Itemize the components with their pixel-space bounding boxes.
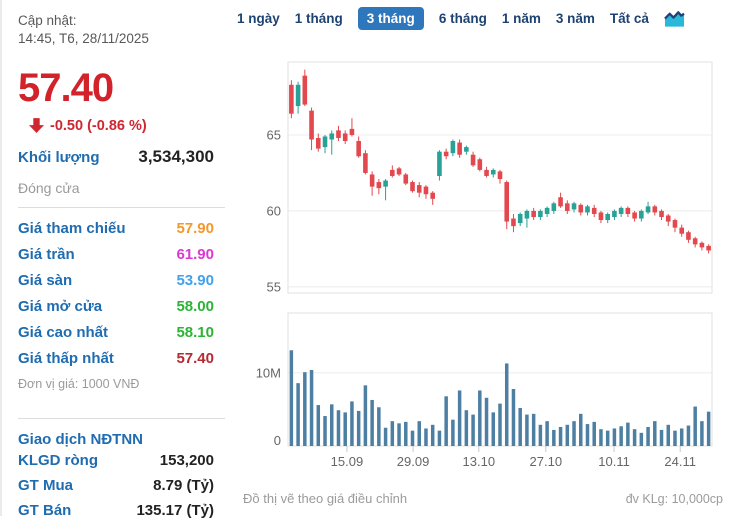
table-row-buy-value: GT Mua 8.79 (Tỷ) [18,473,214,498]
svg-text:15.09: 15.09 [331,454,364,469]
row-label: KLGD ròng [18,452,98,470]
update-time-block: Cập nhật: 14:45, T6, 28/11/2025 [18,12,230,48]
row-label: Giá tham chiếu [18,220,126,238]
table-row-reference: Giá tham chiếu 57.90 [18,216,214,242]
divider [18,418,225,420]
row-value: 57.90 [176,220,214,238]
current-price: 57.40 [18,66,114,111]
row-label: GT Bán [18,502,72,520]
tab-3-months[interactable]: 3 tháng [357,7,424,30]
table-row-high: Giá cao nhất 58.10 [18,320,214,346]
svg-text:0: 0 [274,433,281,448]
table-row-floor: Giá sàn 53.90 [18,268,214,294]
row-value: 135.17 (Tỷ) [136,502,214,520]
row-label: Giá thấp nhất [18,350,114,368]
svg-text:65: 65 [267,127,281,142]
row-label: Giá mở cửa [18,298,103,316]
volume-row: Khối lượng 3,534,300 [18,147,214,167]
close-label: Đóng cửa [18,180,80,197]
svg-text:24.11: 24.11 [664,454,696,469]
table-row-sell-value: GT Bán 135.17 (Tỷ) [18,498,214,523]
volume-value: 3,534,300 [138,147,214,167]
area-chart-icon[interactable] [664,10,685,28]
tab-6-months[interactable]: 6 tháng [438,11,487,26]
tab-3-years[interactable]: 3 năm [555,11,595,26]
svg-text:13.10: 13.10 [463,454,496,469]
table-row-net-volume: KLGD ròng 153,200 [18,448,214,473]
row-label: Giá trần [18,246,75,264]
row-label: Giá sàn [18,272,73,290]
price-table: Giá tham chiếu 57.90 Giá trần 61.90 Giá … [18,216,230,372]
foreign-trading-title: Giao dịch NĐTNN [18,431,144,449]
row-value: 61.90 [176,246,214,264]
tab-all[interactable]: Tất cả [609,11,649,26]
table-row-low: Giá thấp nhất 57.40 [18,346,214,372]
svg-text:60: 60 [267,203,281,218]
stock-summary-panel: Cập nhật: 14:45, T6, 28/11/2025 57.40 -0… [2,0,230,519]
table-row-open: Giá mở cửa 58.00 [18,294,214,320]
volume-label: Khối lượng [18,149,100,167]
foreign-trading-block: Giao dịch NĐTNN KLGD ròng 153,200 GT Mua… [18,431,230,523]
svg-text:55: 55 [267,279,281,294]
period-tabs: 1 ngày 1 tháng 3 tháng 6 tháng 1 năm 3 n… [237,7,685,30]
svg-text:27.10: 27.10 [530,454,563,469]
price-unit-note: Đơn vị giá: 1000 VNĐ [18,377,140,392]
footer-volume-unit-note: đv KLg: 10,000cp [625,492,723,506]
row-value: 58.00 [176,298,214,316]
row-value: 8.79 (Tỷ) [153,477,214,495]
price-change-row: -0.50 (-0.86 %) [28,117,230,134]
row-value: 58.10 [176,324,214,342]
row-label: GT Mua [18,477,73,495]
svg-text:10.11: 10.11 [598,454,630,469]
divider [18,207,225,209]
update-time: 14:45, T6, 28/11/2025 [18,31,149,47]
table-row-ceiling: Giá trần 61.90 [18,242,214,268]
page-left-edge [0,0,2,516]
tab-1-month[interactable]: 1 tháng [294,11,343,26]
svg-text:29.09: 29.09 [397,454,430,469]
row-value: 57.40 [176,350,214,368]
tab-1-day[interactable]: 1 ngày [237,11,280,26]
down-arrow-icon [28,117,45,134]
footer-adjusted-price-note: Đồ thị vẽ theo giá điều chỉnh [243,491,408,506]
row-value: 53.90 [176,272,214,290]
update-label: Cập nhật: [18,13,77,28]
row-label: Giá cao nhất [18,324,109,342]
svg-text:10M: 10M [256,365,281,380]
row-value: 153,200 [159,452,214,470]
price-change-value: -0.50 (-0.86 %) [50,117,147,134]
tab-1-year[interactable]: 1 năm [501,11,541,26]
